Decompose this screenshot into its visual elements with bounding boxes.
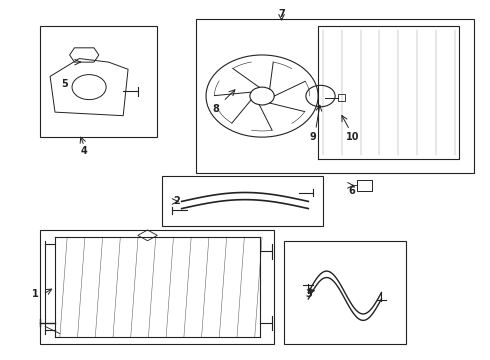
Text: 4: 4 [81,147,88,157]
Text: 8: 8 [212,104,219,113]
Bar [196,19,474,173]
Bar [40,230,274,344]
Text: 6: 6 [349,186,356,196]
Text: 9: 9 [310,132,317,142]
Text: 1: 1 [32,289,39,299]
Text: 5: 5 [61,78,68,89]
Text: 3: 3 [305,289,312,299]
Text: 10: 10 [345,132,359,142]
Bar [284,241,406,344]
Bar [40,26,157,137]
Text: 2: 2 [173,197,180,206]
Text: 7: 7 [278,9,285,19]
Bar [162,176,323,226]
